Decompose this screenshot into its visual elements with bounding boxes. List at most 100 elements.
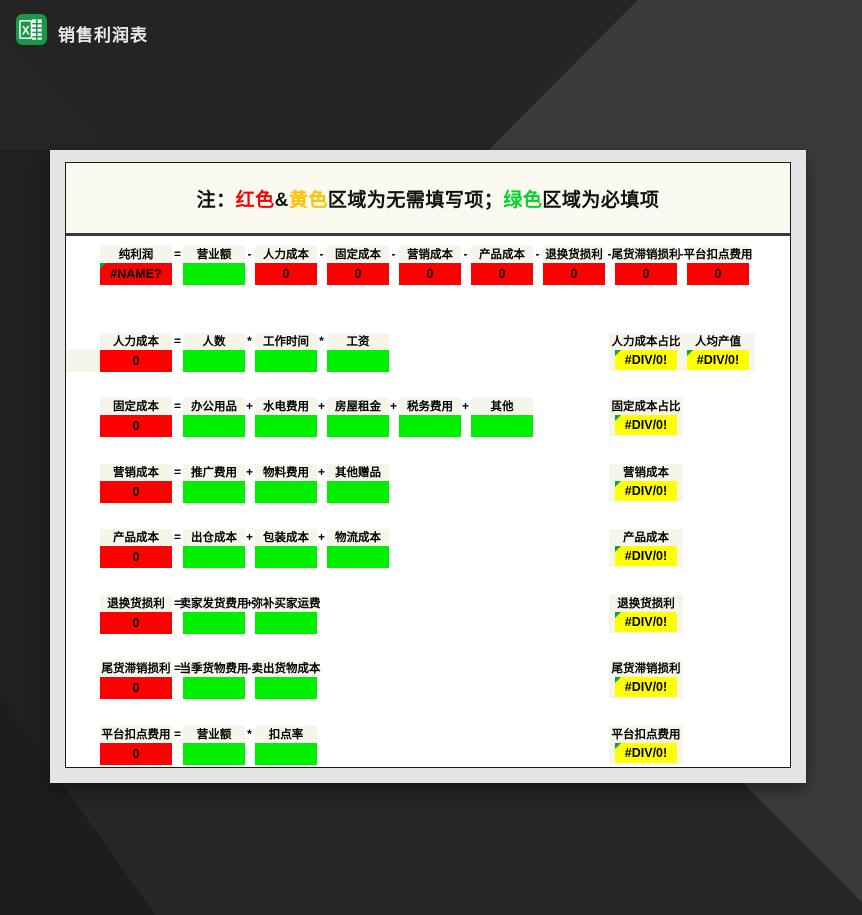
input-cell[interactable] [327, 481, 389, 503]
input-cell[interactable] [255, 743, 317, 765]
input-cell[interactable] [183, 263, 245, 285]
term-label: 物料费用 [255, 464, 317, 480]
computed-cell[interactable]: 0 [399, 263, 461, 285]
note-green-word: 绿色 [503, 189, 543, 211]
term-label: 弥补买家运费 [252, 595, 321, 611]
result-cell[interactable]: 0 [100, 350, 172, 372]
computed-cell[interactable]: 0 [255, 263, 317, 285]
term-label: 人力成本 [255, 246, 317, 262]
summary-cell[interactable]: #DIV/0! [615, 612, 677, 632]
input-cell[interactable] [327, 546, 389, 568]
operator-multiply: * [319, 334, 324, 348]
term-label: 卖出货物成本 [252, 660, 321, 676]
term-label: 营销成本 [399, 246, 461, 262]
summary-cell[interactable]: #DIV/0! [615, 677, 677, 697]
operator-minus: - [607, 247, 612, 261]
summary-cell[interactable]: #DIV/0! [615, 743, 677, 763]
input-cell[interactable] [255, 415, 317, 437]
section-name-label: 人力成本 [100, 333, 172, 349]
term-label: 办公用品 [183, 398, 245, 414]
summary-cell[interactable]: #DIV/0! [615, 415, 677, 435]
term-label: 平台扣点费用 [684, 246, 753, 262]
note-ampersand: & [274, 189, 289, 211]
operator-minus: - [535, 247, 540, 261]
term-label: 包装成本 [255, 529, 317, 545]
row-band [66, 350, 106, 372]
error-marker [615, 612, 621, 618]
summary-cell[interactable]: #DIV/0! [615, 546, 677, 566]
operator-plus: + [245, 596, 253, 610]
summary-label: 人均产值 [683, 333, 753, 349]
input-cell[interactable] [471, 415, 533, 437]
summary-cell[interactable]: #DIV/0! [615, 350, 677, 370]
input-cell[interactable] [327, 350, 389, 372]
input-cell[interactable] [399, 415, 461, 437]
computed-cell[interactable]: 0 [543, 263, 605, 285]
summary-label: 平台扣点费用 [611, 726, 681, 742]
term-label: 营业额 [183, 246, 245, 262]
input-cell[interactable] [255, 481, 317, 503]
input-cell[interactable] [327, 415, 389, 437]
result-cell[interactable]: 0 [100, 612, 172, 634]
summary-label: 营销成本 [611, 464, 681, 480]
result-cell[interactable]: 0 [100, 743, 172, 765]
operator-minus: - [679, 247, 684, 261]
result-cell[interactable]: 0 [100, 677, 172, 699]
term-label: 出仓成本 [183, 529, 245, 545]
operator-equals: = [173, 334, 181, 348]
input-cell[interactable] [183, 743, 245, 765]
input-cell[interactable] [183, 481, 245, 503]
note-mid: 区域为无需填写项； [327, 189, 504, 211]
term-label: 固定成本 [327, 246, 389, 262]
note-band: 注：红色&黄色区域为无需填写项；绿色区域为必填项 [66, 163, 790, 236]
computed-cell[interactable]: 0 [327, 263, 389, 285]
operator-equals: = [173, 399, 181, 413]
error-marker [615, 350, 621, 356]
app-title: 销售利润表 [58, 26, 148, 45]
summary-label: 退换货损利 [611, 595, 681, 611]
input-cell[interactable] [183, 415, 245, 437]
input-cell[interactable] [183, 546, 245, 568]
term-label: 尾货滞销损利 [612, 246, 681, 262]
term-label: 退换货损利 [543, 246, 605, 262]
term-label: 营业额 [183, 726, 245, 742]
operator-equals: = [173, 530, 181, 544]
error-marker [100, 263, 106, 269]
summary-cell[interactable]: #DIV/0! [687, 350, 749, 370]
note-text: 注：红色&黄色区域为无需填写项；绿色区域为必填项 [197, 185, 660, 212]
note-red-word: 红色 [235, 189, 275, 211]
computed-cell[interactable]: 0 [471, 263, 533, 285]
input-cell[interactable] [255, 677, 317, 699]
term-label: 水电费用 [255, 398, 317, 414]
input-cell[interactable] [183, 677, 245, 699]
svg-text:X: X [22, 24, 30, 37]
error-marker [615, 415, 621, 421]
section-name-label: 退换货损利 [100, 595, 172, 611]
term-label: 当季货物费用 [180, 660, 249, 676]
input-cell[interactable] [183, 350, 245, 372]
operator-multiply: * [247, 334, 252, 348]
topbar: X 销售利润表 [0, 0, 862, 60]
result-cell[interactable]: #NAME? [100, 263, 172, 285]
input-cell[interactable] [255, 612, 317, 634]
section-name-label: 尾货滞销损利 [100, 660, 172, 676]
result-cell[interactable]: 0 [100, 546, 172, 568]
result-cell[interactable]: 0 [100, 481, 172, 503]
result-cell[interactable]: 0 [100, 415, 172, 437]
term-label: 产品成本 [471, 246, 533, 262]
computed-cell[interactable]: 0 [615, 263, 677, 285]
term-label: 房屋租金 [327, 398, 389, 414]
error-marker [615, 546, 621, 552]
term-label: 工作时间 [255, 333, 317, 349]
operator-minus: - [319, 247, 324, 261]
operator-equals: = [173, 727, 181, 741]
computed-cell[interactable]: 0 [687, 263, 749, 285]
summary-label: 人力成本占比 [611, 333, 681, 349]
section-name-label: 平台扣点费用 [100, 726, 172, 742]
input-cell[interactable] [183, 612, 245, 634]
input-cell[interactable] [255, 350, 317, 372]
summary-cell[interactable]: #DIV/0! [615, 481, 677, 501]
term-label: 物流成本 [327, 529, 389, 545]
input-cell[interactable] [255, 546, 317, 568]
spreadsheet-panel: 注：红色&黄色区域为无需填写项；绿色区域为必填项 纯利润 #NAME? = 营业额 - 人… [50, 150, 806, 783]
